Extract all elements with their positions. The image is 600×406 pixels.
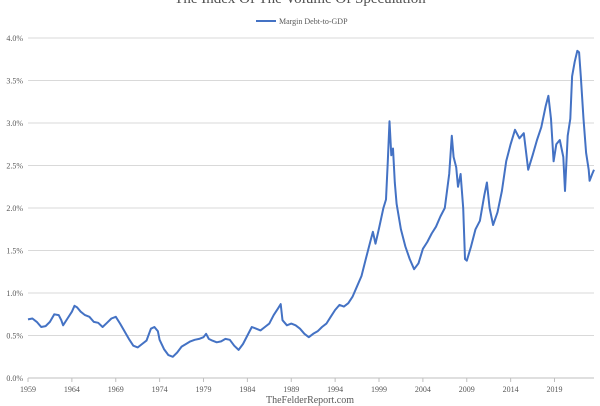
y-tick-label: 1.5%	[6, 247, 23, 256]
y-tick-label: 4.0%	[6, 34, 23, 43]
y-tick-label: 3.5%	[6, 77, 23, 86]
x-tick-label: 1969	[108, 385, 124, 394]
x-tick-label: 2019	[547, 385, 563, 394]
x-tick-label: 1979	[196, 385, 212, 394]
y-axis: 0.0% 0.5% 1.0% 1.5% 2.0% 2.5% 3.0% 3.5% 4.0%	[6, 34, 23, 383]
chart-title: The Index Of The Volume Of Speculation	[0, 0, 600, 8]
y-tick-label: 1.0%	[6, 289, 23, 298]
x-tick-label: 1994	[327, 385, 343, 394]
x-tick-label: 1974	[152, 385, 168, 394]
y-tick-label: 2.0%	[6, 204, 23, 213]
x-tick-label: 1964	[64, 385, 80, 394]
y-tick-label: 3.0%	[6, 119, 23, 128]
source-credit: TheFelderReport.com	[265, 395, 355, 406]
series-layer	[27, 49, 595, 358]
y-tick-label: 0.0%	[6, 374, 23, 383]
x-tick-label: 2004	[415, 385, 431, 394]
x-tick-label: 1959	[20, 385, 36, 394]
x-tick-label: 1984	[239, 385, 255, 394]
gridlines	[28, 37, 594, 379]
y-tick-label: 2.5%	[6, 162, 23, 171]
series-line	[27, 49, 595, 358]
legend-label: Margin Debt-to-GDP	[279, 17, 348, 26]
y-tick-label: 0.5%	[6, 332, 23, 341]
x-tick-label: 1989	[283, 385, 299, 394]
x-tick-label: 2009	[459, 385, 475, 394]
legend: Margin Debt-to-GDP	[256, 17, 348, 26]
x-tick-label: 1999	[371, 385, 387, 394]
x-axis: 1959 1964 1969 1974 1979 1984 1989 1994 1999 2004…	[20, 378, 563, 394]
x-tick-label: 2014	[503, 385, 519, 394]
